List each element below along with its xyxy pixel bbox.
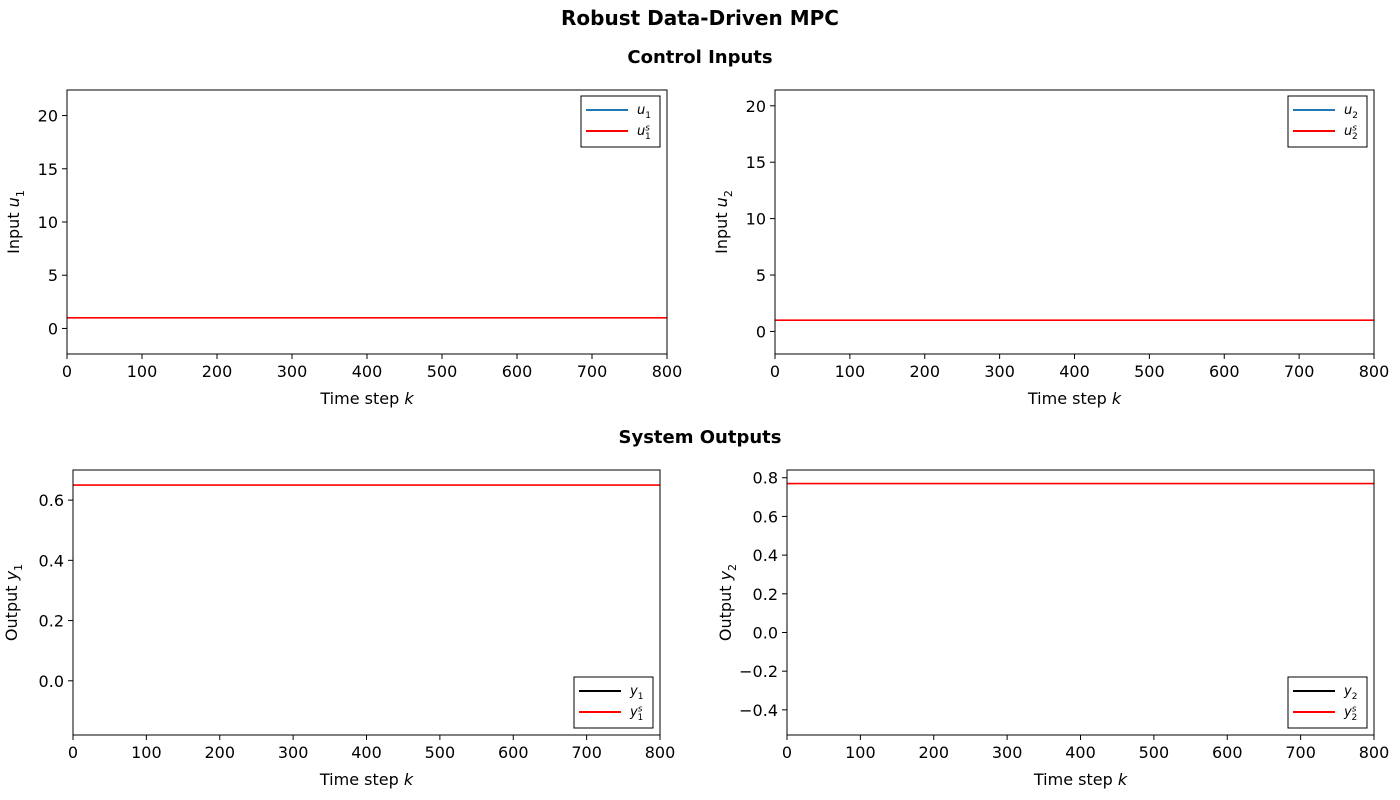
x-tick-label: 600 [498,743,529,762]
x-axis-label: Time step k [1033,770,1128,789]
x-tick-label: 100 [835,362,866,381]
y-tick-label: 0.2 [39,612,64,631]
y-tick-label: 10 [38,213,58,232]
y-axis-label: Input u1 [4,190,27,254]
y-tick-label: 20 [38,107,58,126]
y-tick-label: 0.6 [753,507,778,526]
x-axis-label: Time step k [319,770,414,789]
y-tick-label: 15 [38,160,58,179]
x-tick-label: 100 [131,743,162,762]
x-tick-label: 200 [909,362,940,381]
x-tick-label: 400 [351,743,382,762]
y-tick-label: 20 [746,97,766,116]
x-tick-label: 400 [1065,743,1096,762]
y-tick-label: 5 [756,266,766,285]
legend-label-y1s: ys 1 [629,704,643,722]
chart-panel-1: 0 100 200 300 400 500 600 700 800 0 5 10 15 20 Time st… [4,89,683,408]
chart-panel-4: 0 100 200 300 400 500 600 700 800 −0.4 −0.2 0.0 0.2 0… [716,469,1389,789]
legend-label-u1s: us 1 [637,123,651,141]
plot-area [73,470,660,735]
x-tick-label: 800 [652,362,683,381]
y-tick-label: −0.4 [739,701,778,720]
y-axis-label: Output y1 [2,564,25,641]
x-tick-label: 600 [502,362,533,381]
y-tick-label: 0.2 [753,585,778,604]
plot-area [775,90,1374,354]
x-tick-label: 300 [278,743,309,762]
plot-area [787,470,1374,735]
x-tick-label: 500 [1134,362,1165,381]
y-tick-label: 5 [48,266,58,285]
x-tick-label: 0 [770,362,780,381]
x-tick-label: 600 [1209,362,1240,381]
x-tick-label: 400 [1059,362,1090,381]
legend-label-u1: u1 [637,103,651,121]
legend-box [1287,676,1368,729]
y-tick-label: 0.4 [39,551,64,570]
section-title-system-outputs: System Outputs [618,427,782,448]
y-tick-label: 0.0 [753,623,778,642]
legend-box [573,676,654,729]
plot-area [67,90,667,354]
x-tick-label: 500 [427,362,458,381]
x-tick-label: 800 [1359,362,1390,381]
chart-panel-3: 0 100 200 300 400 500 600 700 800 0.0 0.2 0.4 0.6 Tim… [2,469,676,789]
y-tick-label: 10 [746,210,766,229]
legend-label-y1: y1 [629,684,643,702]
y-tick-label: 0 [756,322,766,341]
x-tick-label: 700 [571,743,602,762]
legend-box [1287,95,1368,148]
y-tick-label: 15 [746,153,766,172]
x-tick-label: 500 [425,743,456,762]
legend-label-u2: u2 [1344,103,1358,121]
x-tick-label: 200 [204,743,235,762]
x-tick-label: 500 [1139,743,1170,762]
x-tick-label: 600 [1212,743,1243,762]
legend-label-y2s: ys 2 [1343,704,1357,722]
x-tick-label: 100 [845,743,876,762]
y-tick-label: 0.4 [753,546,778,565]
y-tick-label: 0 [48,319,58,338]
x-tick-label: 300 [992,743,1023,762]
figure-title: Robust Data-Driven MPC [561,6,839,30]
x-tick-label: 300 [984,362,1015,381]
x-tick-label: 700 [1284,362,1315,381]
x-tick-label: 0 [68,743,78,762]
x-tick-label: 0 [62,362,72,381]
y-tick-label: 0.6 [39,491,64,510]
y-tick-label: 0.8 [753,469,778,488]
x-tick-label: 800 [1359,743,1390,762]
x-tick-label: 200 [202,362,233,381]
x-tick-label: 0 [782,743,792,762]
y-tick-label: −0.2 [739,662,778,681]
x-tick-label: 700 [577,362,608,381]
x-tick-label: 100 [127,362,158,381]
x-tick-label: 400 [352,362,383,381]
chart-panel-2: 0 100 200 300 400 500 600 700 800 0 5 10 15 20 Time st… [712,89,1390,408]
section-title-control-inputs: Control Inputs [627,47,773,68]
y-tick-label: 0.0 [39,672,64,691]
y-axis-label: Input u2 [712,190,735,254]
x-tick-label: 700 [1285,743,1316,762]
x-tick-label: 800 [645,743,676,762]
legend-box [580,95,661,148]
x-tick-label: 300 [277,362,308,381]
legend-label-u2s: us 2 [1344,123,1358,141]
legend-label-y2: y2 [1343,684,1357,702]
x-axis-label: Time step k [1027,389,1122,408]
y-axis-label: Output y2 [716,564,739,641]
x-axis-label: Time step k [319,389,414,408]
x-tick-label: 200 [918,743,949,762]
